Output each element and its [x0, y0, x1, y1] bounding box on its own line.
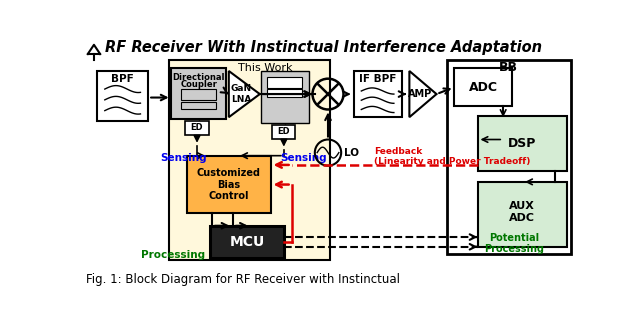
Polygon shape	[229, 71, 260, 117]
Bar	[180, 90, 216, 100]
Bar	[187, 156, 271, 213]
Text: Customized
Bias
Control: Customized Bias Control	[197, 168, 261, 201]
Bar	[477, 116, 566, 171]
Text: Directional: Directional	[172, 73, 225, 82]
Text: ADC: ADC	[469, 80, 498, 94]
Text: AUX
ADC: AUX ADC	[509, 202, 535, 223]
Bar	[267, 77, 303, 88]
Text: Feedback
(Linearity and Power Tradeoff): Feedback (Linearity and Power Tradeoff)	[374, 147, 531, 166]
Text: LO: LO	[344, 147, 359, 157]
Text: GaN
LNA: GaN LNA	[230, 84, 252, 104]
Text: BB: BB	[499, 62, 518, 74]
Text: DSP: DSP	[508, 137, 536, 150]
Bar	[180, 102, 216, 109]
Bar	[267, 90, 303, 97]
Bar	[97, 71, 148, 121]
Text: Sensing: Sensing	[280, 153, 326, 163]
Text: MCU: MCU	[229, 235, 264, 249]
Bar	[272, 125, 296, 139]
Text: AMP: AMP	[408, 89, 433, 99]
Bar	[454, 68, 513, 106]
Text: IF BPF: IF BPF	[359, 74, 396, 84]
Text: BPF: BPF	[111, 74, 134, 84]
Polygon shape	[410, 71, 436, 117]
Text: ED: ED	[191, 123, 204, 132]
Bar	[172, 68, 226, 119]
Text: Processing: Processing	[141, 251, 205, 260]
Bar	[260, 71, 308, 123]
Bar	[447, 60, 571, 254]
Bar	[353, 71, 402, 117]
Text: Potential
Processing: Potential Processing	[484, 233, 544, 254]
Text: Coupler: Coupler	[180, 80, 217, 89]
Bar	[169, 60, 330, 260]
Bar	[477, 182, 566, 247]
Text: RF Receiver With Instinctual Interference Adaptation: RF Receiver With Instinctual Interferenc…	[105, 40, 542, 55]
Text: ED: ED	[278, 127, 290, 136]
Text: Sensing: Sensing	[160, 153, 206, 163]
Text: Fig. 1: Block Diagram for RF Receiver with Instinctual: Fig. 1: Block Diagram for RF Receiver wi…	[86, 273, 400, 287]
Bar	[210, 226, 284, 258]
Bar	[186, 121, 209, 135]
Text: This Work: This Work	[237, 63, 292, 73]
